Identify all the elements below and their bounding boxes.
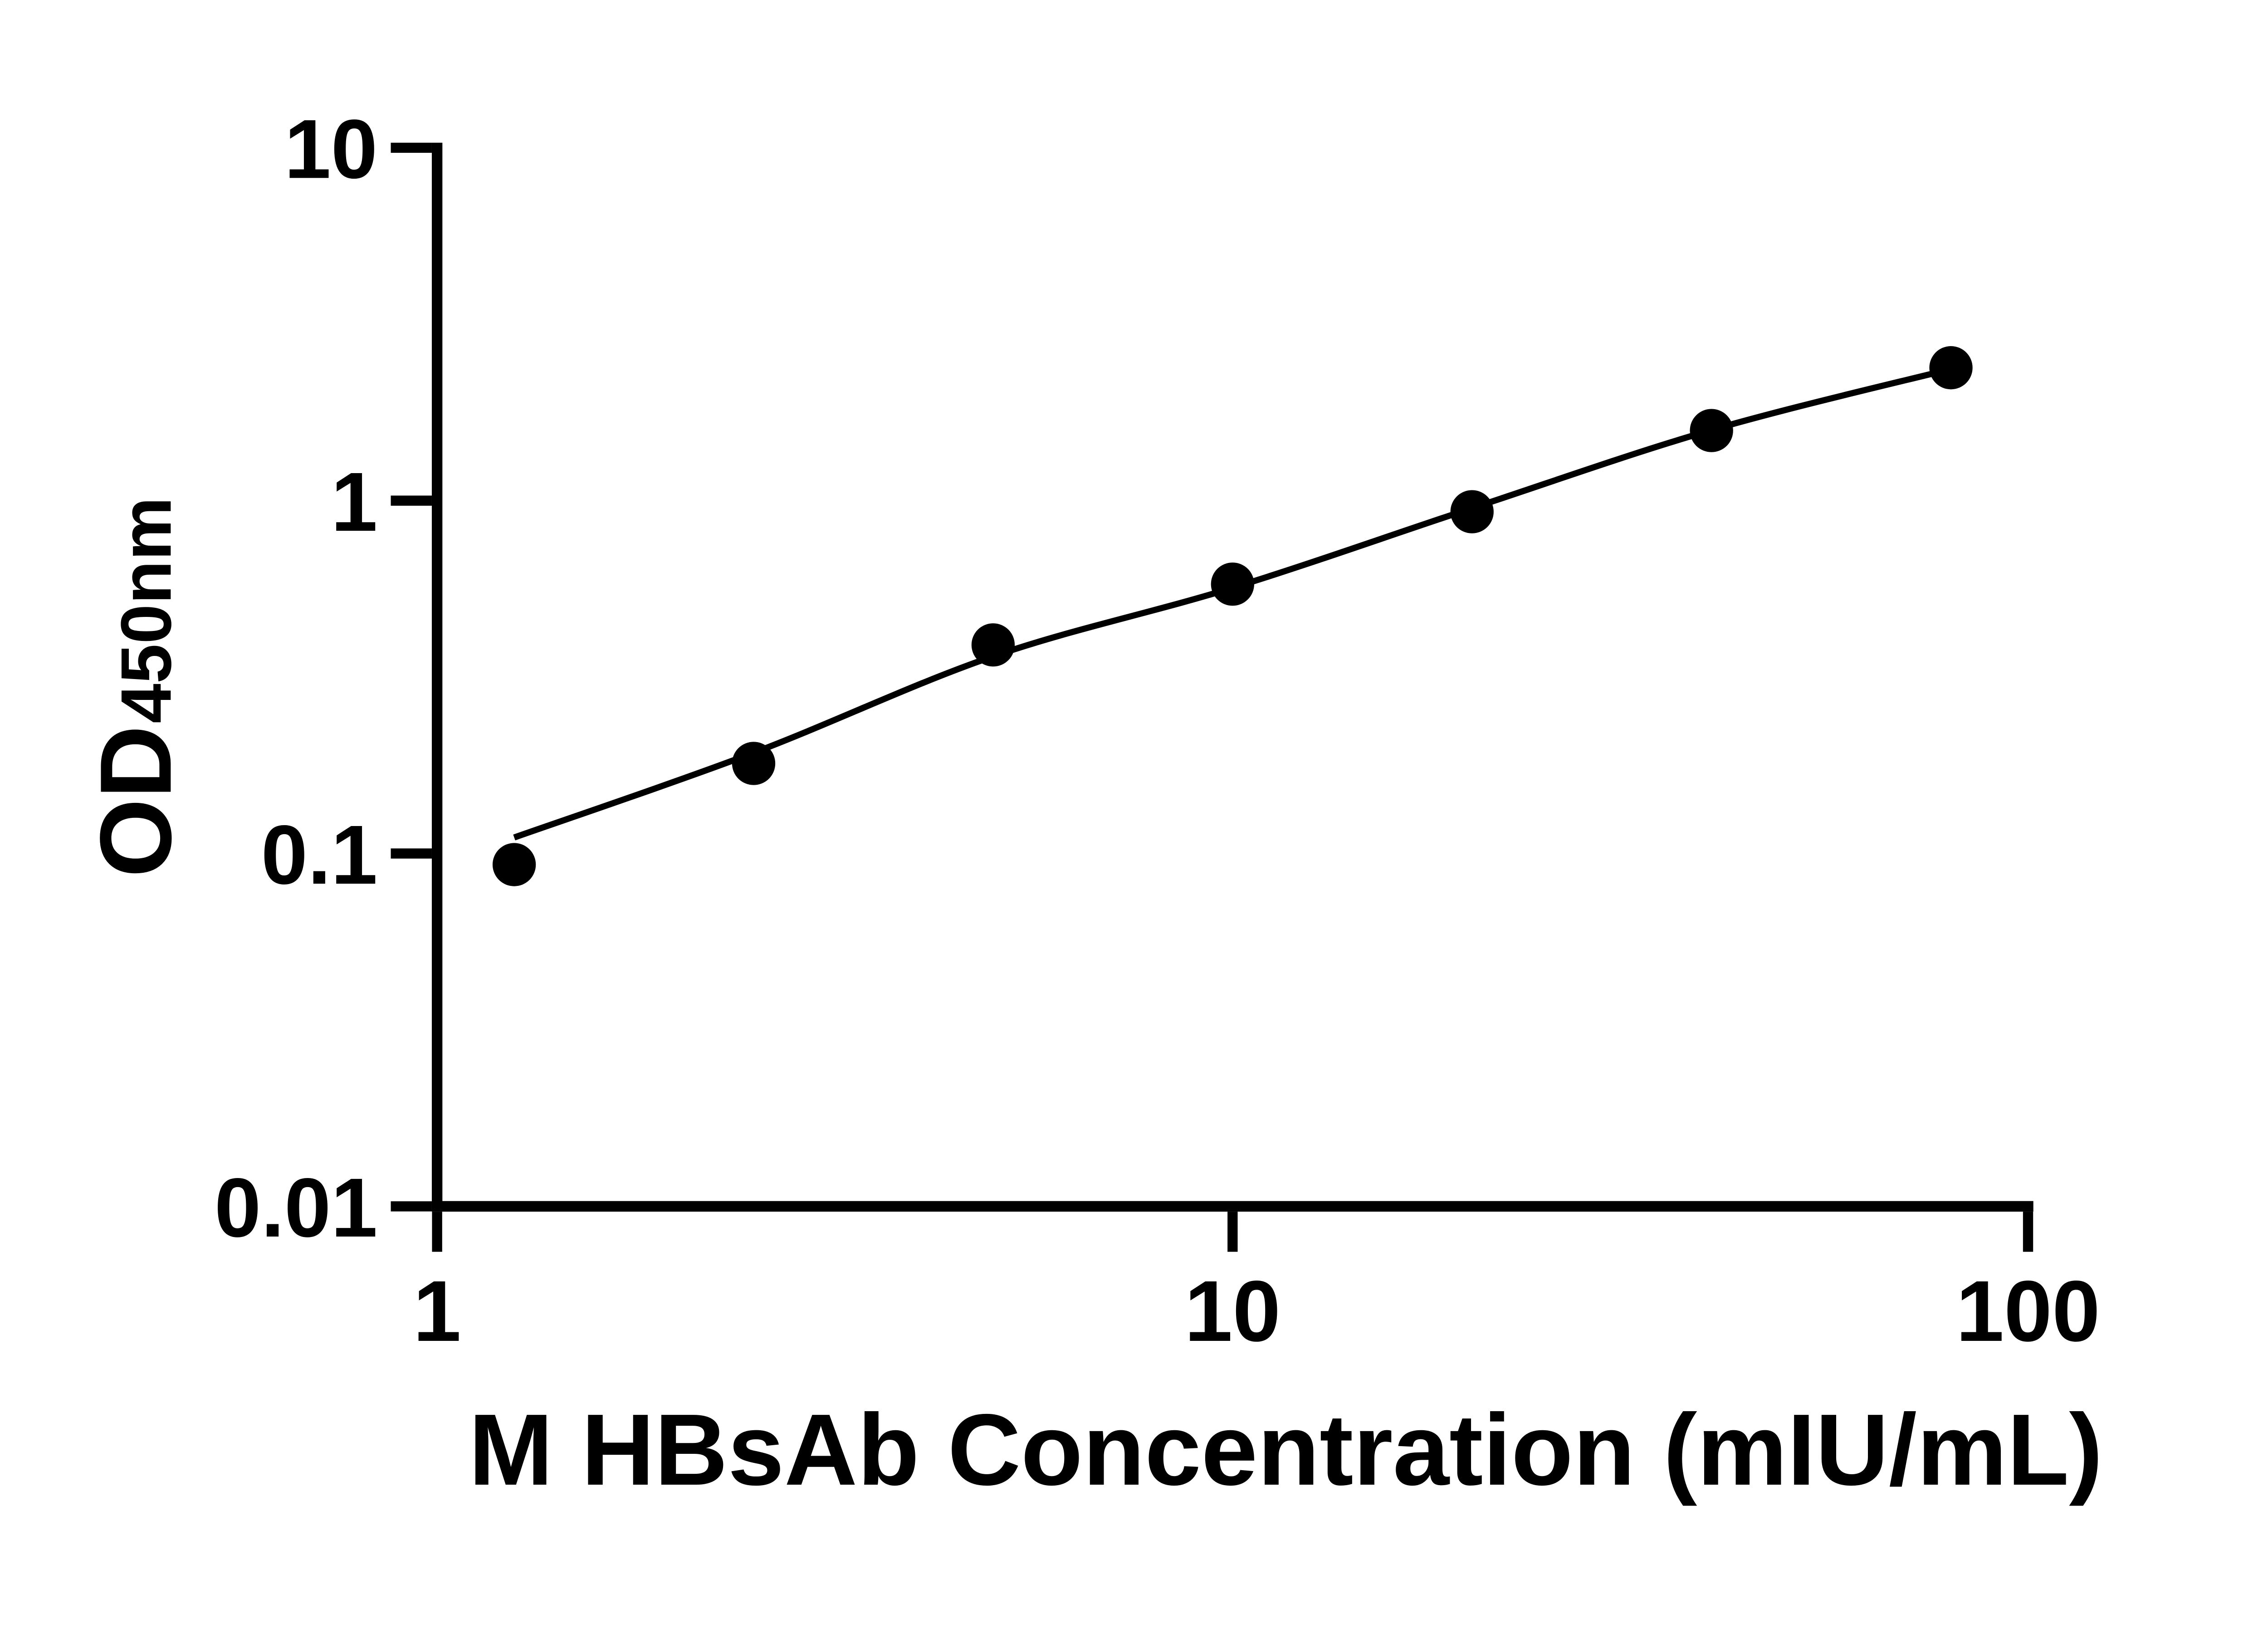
x-axis-ticks	[432, 1212, 2033, 1252]
y-axis-tick-labels: 10 1 0.1 0.01	[215, 103, 378, 1255]
data-points	[492, 346, 1973, 886]
data-point-5mIU	[971, 623, 1015, 667]
x-axis-tick-labels: 1 10 100	[413, 1263, 2100, 1359]
data-point-40mIU	[1690, 409, 1733, 452]
y-axis-title: OD 450nm	[79, 497, 192, 878]
data-point-2.5mIU	[732, 742, 776, 785]
data-point-10mIU	[1211, 562, 1254, 606]
x-tick-label-1: 1	[413, 1263, 461, 1359]
x-tick-label-10: 10	[1184, 1263, 1281, 1359]
y-axis-title-main: OD	[79, 725, 192, 877]
data-point-80mIU	[1929, 346, 1973, 390]
y-tick-label-0.01: 0.01	[215, 1161, 378, 1255]
chart-canvas: 10 1 0.1 0.01 1 10 100 M HBsAb Concentration …	[79, 103, 2103, 1507]
x-tick-label-100: 100	[1956, 1263, 2100, 1359]
y-tick-label-1: 1	[331, 455, 378, 549]
elisa-standard-curve-figure: 10 1 0.1 0.01 1 10 100 M HBsAb Concentration …	[79, 103, 2103, 1507]
x-axis-title: M HBsAb Concentration (mIU/mL)	[469, 1393, 2103, 1506]
axis-spines	[431, 142, 2033, 1212]
data-point-20mIU	[1450, 490, 1494, 533]
y-tick-label-10: 10	[284, 103, 378, 196]
data-point-1.25mIU	[492, 843, 536, 886]
axes	[431, 142, 2033, 1212]
y-tick-label-0.1: 0.1	[261, 808, 378, 902]
y-axis-ticks	[391, 142, 432, 1212]
y-axis-title-subscript: 450nm	[106, 497, 186, 724]
